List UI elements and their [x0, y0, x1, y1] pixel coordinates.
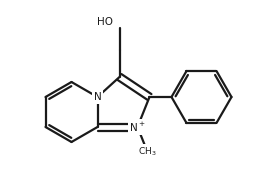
Text: CH$_3$: CH$_3$	[138, 146, 157, 158]
Text: N: N	[94, 92, 101, 102]
Text: N$^+$: N$^+$	[129, 120, 146, 134]
Text: HO: HO	[96, 17, 112, 27]
